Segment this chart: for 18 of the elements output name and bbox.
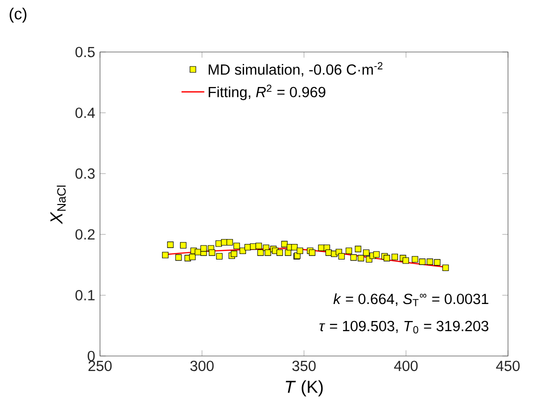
x-tick-label: 400 (394, 360, 418, 372)
annotation: k = 0.664, S$_{T}$$^{∞}$ = 0.0031 (333, 293, 488, 306)
y-tick-label: 0.1 (75, 290, 95, 300)
chart-title: (c) (10, 8, 26, 23)
x-tick-label: 300 (190, 360, 214, 372)
y-axis-title: X$_{NaCl}$ (50, 186, 66, 224)
y-tick-label: 0.2 (75, 229, 95, 240)
y-tick-label: 0.5 (75, 46, 95, 58)
y-tick-label: 0.3 (75, 168, 95, 179)
legend-label: MD simulation, -0.06 C·m$^{-2}$ (208, 62, 382, 77)
x-tick-label: 250 (88, 360, 112, 372)
legend-label: Fitting, R$^{2}$ = 0.969 (208, 84, 326, 100)
x-tick-label: 450 (496, 360, 520, 372)
x-axis-title: T (K) (286, 380, 323, 396)
annotation: τ = 109.503, T$_{0}$ = 319.203 (320, 320, 488, 334)
x-tick-label: 350 (292, 360, 316, 372)
y-tick-label: 0 (88, 350, 95, 362)
y-tick-label: 0.4 (75, 108, 95, 118)
